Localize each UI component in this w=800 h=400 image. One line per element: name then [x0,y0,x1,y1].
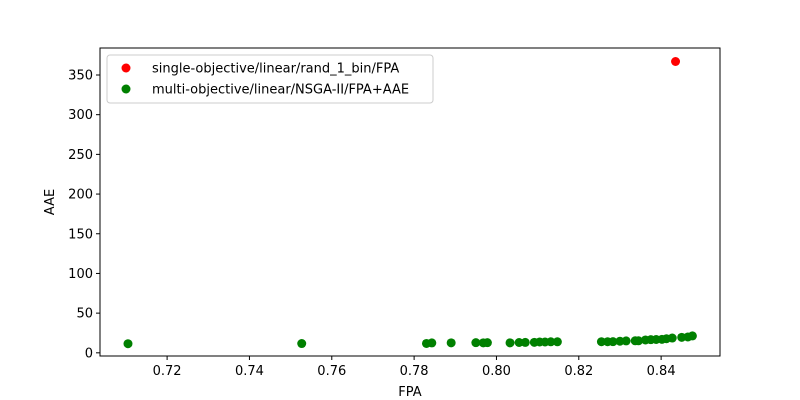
data-point-single-objective [671,56,681,66]
x-tick-label: 0.84 [647,364,676,379]
x-tick-label: 0.80 [482,364,511,379]
y-tick-label: 150 [68,227,93,242]
y-tick-label: 350 [68,68,93,83]
y-tick-label: 300 [68,108,93,123]
data-point-multi-objective [482,338,492,348]
x-tick-label: 0.76 [317,364,346,379]
x-tick-label: 0.82 [564,364,593,379]
legend-marker-single-objective [121,63,131,73]
data-point-multi-objective [687,331,697,341]
data-point-multi-objective [427,338,437,348]
legend-box [106,54,434,104]
data-point-multi-objective [520,337,530,347]
x-tick-label: 0.78 [400,364,429,379]
x-tick-label: 0.74 [235,364,264,379]
y-tick-label: 0 [85,346,93,361]
y-axis-label: AAE [43,189,58,215]
legend-label-multi-objective: multi-objective/linear/NSGA-II/FPA+AAE [152,83,409,98]
data-point-multi-objective [297,339,307,349]
y-tick-label: 250 [68,148,93,163]
data-points [123,56,697,349]
legend: single-objective/linear/rand_1_bin/FPA m… [106,54,434,104]
x-tick-label: 0.72 [153,364,182,379]
data-point-multi-objective [123,339,133,349]
plot-frame [99,47,721,357]
data-point-multi-objective [633,336,643,346]
data-point-multi-objective [446,338,456,348]
data-point-multi-objective [621,336,631,346]
legend-marker-multi-objective [121,84,131,94]
legend-label-single-objective: single-objective/linear/rand_1_bin/FPA [152,62,399,77]
x-axis-label: FPA [398,385,421,400]
data-point-multi-objective [505,338,515,348]
y-tick-label: 200 [68,188,93,203]
data-point-multi-objective [667,333,677,343]
x-axis-ticks: 0.72 0.74 0.76 0.78 0.80 0.82 0.84 [153,356,676,379]
data-point-multi-objective [608,337,618,347]
y-axis-ticks: 0 50 100 150 200 250 300 350 [68,68,100,361]
y-tick-label: 50 [76,307,93,322]
data-point-multi-objective [596,337,606,347]
y-tick-label: 100 [68,267,93,282]
data-point-multi-objective [546,337,556,347]
data-point-multi-objective [471,338,481,348]
data-point-multi-objective [552,337,562,347]
